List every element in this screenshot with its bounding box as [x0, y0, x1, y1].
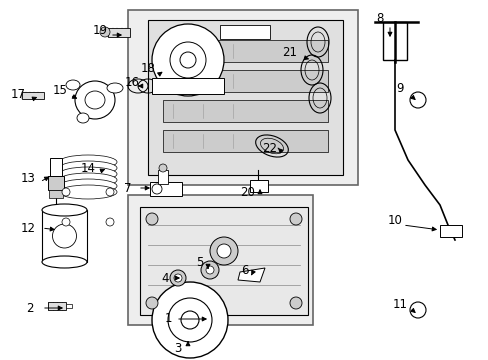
Circle shape	[168, 298, 212, 342]
Text: 18: 18	[140, 62, 155, 75]
Text: 14: 14	[81, 162, 95, 175]
Circle shape	[62, 188, 70, 196]
Bar	[163, 100, 327, 122]
Bar	[163, 70, 327, 92]
Ellipse shape	[59, 155, 117, 169]
Ellipse shape	[59, 179, 117, 193]
Text: 17: 17	[10, 89, 25, 102]
Text: 2: 2	[26, 302, 34, 315]
Circle shape	[159, 164, 167, 172]
Circle shape	[180, 52, 196, 68]
Circle shape	[146, 213, 158, 225]
Bar	[148, 20, 342, 175]
Circle shape	[106, 218, 114, 226]
Bar	[22, 92, 44, 99]
Bar	[439, 225, 461, 237]
Bar	[42, 210, 87, 262]
Bar	[152, 78, 224, 94]
Ellipse shape	[59, 167, 117, 181]
Text: 16: 16	[124, 76, 139, 89]
Text: 4: 4	[161, 271, 168, 284]
Text: 19: 19	[92, 23, 107, 36]
Circle shape	[152, 282, 227, 358]
Ellipse shape	[59, 161, 117, 175]
Ellipse shape	[75, 81, 115, 119]
Text: 11: 11	[392, 298, 407, 311]
Ellipse shape	[42, 204, 87, 216]
Circle shape	[205, 266, 214, 274]
Bar	[163, 130, 327, 152]
Ellipse shape	[59, 185, 117, 199]
Text: 5: 5	[196, 256, 203, 269]
Circle shape	[106, 188, 114, 196]
Bar	[49, 190, 63, 198]
Polygon shape	[238, 268, 264, 282]
Text: 20: 20	[240, 185, 255, 198]
Ellipse shape	[59, 173, 117, 187]
Text: 13: 13	[20, 171, 35, 184]
Bar	[48, 176, 64, 190]
Circle shape	[146, 297, 158, 309]
Circle shape	[152, 24, 224, 96]
Bar	[128, 10, 357, 185]
Bar	[108, 28, 130, 37]
Ellipse shape	[107, 83, 123, 93]
Text: 6: 6	[241, 264, 248, 276]
Circle shape	[181, 311, 199, 329]
Circle shape	[170, 270, 185, 286]
Bar	[128, 195, 312, 325]
Circle shape	[100, 27, 110, 37]
Text: 12: 12	[20, 221, 36, 234]
Text: 7: 7	[124, 181, 131, 194]
Bar	[382, 22, 406, 60]
Text: 22: 22	[262, 141, 277, 154]
Circle shape	[289, 297, 302, 309]
Text: 3: 3	[174, 342, 182, 355]
Circle shape	[289, 213, 302, 225]
Circle shape	[62, 218, 70, 226]
Circle shape	[201, 261, 219, 279]
Circle shape	[209, 237, 238, 265]
Text: 15: 15	[52, 84, 67, 96]
Ellipse shape	[77, 113, 89, 123]
Text: 8: 8	[376, 12, 383, 24]
Ellipse shape	[42, 256, 87, 268]
Text: 21: 21	[282, 45, 297, 58]
Bar	[150, 182, 182, 196]
Text: 9: 9	[395, 81, 403, 94]
Bar	[50, 158, 62, 176]
Text: 1: 1	[164, 312, 171, 325]
Text: 10: 10	[387, 213, 402, 226]
Bar	[140, 207, 307, 315]
Bar	[220, 25, 269, 39]
Circle shape	[217, 244, 230, 258]
Bar	[249, 180, 267, 192]
Bar	[163, 40, 327, 62]
Circle shape	[174, 274, 182, 282]
Ellipse shape	[66, 80, 80, 90]
Circle shape	[152, 184, 162, 194]
Bar	[66, 304, 72, 308]
Bar	[48, 302, 66, 310]
Bar	[158, 170, 168, 184]
